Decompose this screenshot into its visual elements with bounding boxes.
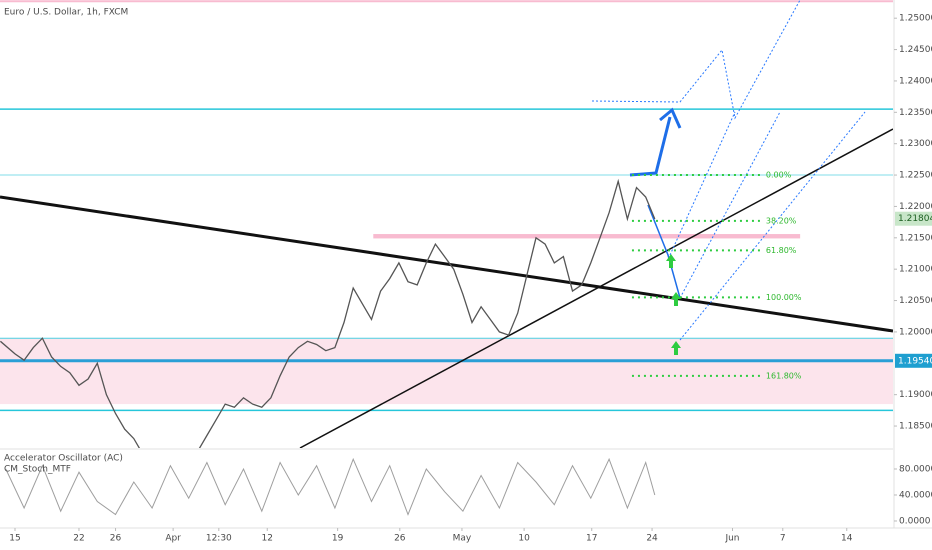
fib-label: 38.20% — [766, 216, 797, 225]
x-tick-label: 10 — [518, 534, 530, 544]
up-arrow — [671, 292, 681, 306]
y-tick-label: 1.20000 — [899, 327, 932, 337]
x-tick-label: 12:30 — [206, 534, 232, 544]
fib: 0.00% 38.20% 61.80% 100.00% 161.80% — [631, 171, 802, 380]
y-tick-label: 1.20500 — [899, 296, 932, 306]
fib-label: 0.00% — [766, 171, 792, 180]
levels — [0, 0, 893, 412]
x-tick-label: 26 — [110, 534, 122, 544]
y-tick-label: 1.22000 — [899, 202, 932, 212]
y-tick-label: 1.24000 — [899, 76, 932, 86]
price-label: 1.21804 — [898, 214, 932, 224]
x-tick-label: 17 — [586, 534, 597, 544]
series-line — [5, 457, 656, 516]
chart-title: Euro / U.S. Dollar, 1h, FXCM — [4, 8, 128, 18]
fib-label: 100.00% — [766, 293, 802, 302]
y-tick-label: 1.24500 — [899, 45, 932, 55]
arrow — [647, 204, 681, 299]
x-tick-label: 14 — [841, 534, 853, 544]
fib-label: 161.80% — [766, 371, 802, 380]
x-tick-label: 12 — [262, 534, 273, 544]
y-tick-label: 1.22500 — [899, 171, 932, 181]
zones — [0, 234, 893, 405]
x-tick-label: 7 — [780, 534, 786, 544]
price-label-box — [895, 211, 932, 226]
x-tick-label: Jun — [724, 534, 739, 544]
zone — [373, 234, 801, 239]
price-label-box — [895, 353, 932, 368]
y-tick-label: 1.23000 — [899, 139, 932, 149]
x-tick-label: 15 — [9, 534, 20, 544]
x-tick-label: May — [453, 534, 472, 544]
projection — [591, 0, 801, 120]
projection — [679, 111, 866, 341]
series-line — [0, 178, 656, 448]
price-label: 1.19540 — [898, 356, 932, 366]
x-tick-label: 26 — [394, 534, 406, 544]
trend-line — [0, 195, 893, 333]
y-tick-label: 1.23500 — [899, 108, 932, 118]
y-tick-label: 1.18500 — [899, 422, 932, 432]
indicator-title: Accelerator Oscillator (AC) — [4, 454, 123, 464]
up-arrow — [666, 254, 676, 268]
y-tick-label: 40.0000 — [899, 490, 932, 500]
x-tick-label: 24 — [646, 534, 658, 544]
indicator-legend: CM_Stoch_MTF — [4, 465, 71, 475]
y-tick-label: 1.21000 — [899, 265, 932, 275]
y-tick-label: 0.0000 — [899, 516, 931, 526]
y-tick-label: 1.19000 — [899, 390, 932, 400]
x-tick-label: 22 — [73, 534, 84, 544]
y-tick-label: 1.21500 — [899, 233, 932, 243]
zone — [0, 338, 893, 405]
trend-line — [299, 128, 893, 448]
series — [0, 178, 656, 448]
projection — [679, 111, 781, 299]
y-tick-label: 1.25000 — [899, 14, 932, 24]
axes: 1.25000 1.24500 1.24000 1.23500 1.23000 1.225… — [5, 14, 932, 544]
x-tick-label: 19 — [332, 534, 344, 544]
y-tick-label: 80.0000 — [899, 464, 932, 474]
x-tick-label: Apr — [165, 534, 181, 544]
arrow-head — [659, 107, 682, 129]
up-arrow — [671, 341, 681, 355]
fib-label: 61.80% — [766, 246, 797, 255]
